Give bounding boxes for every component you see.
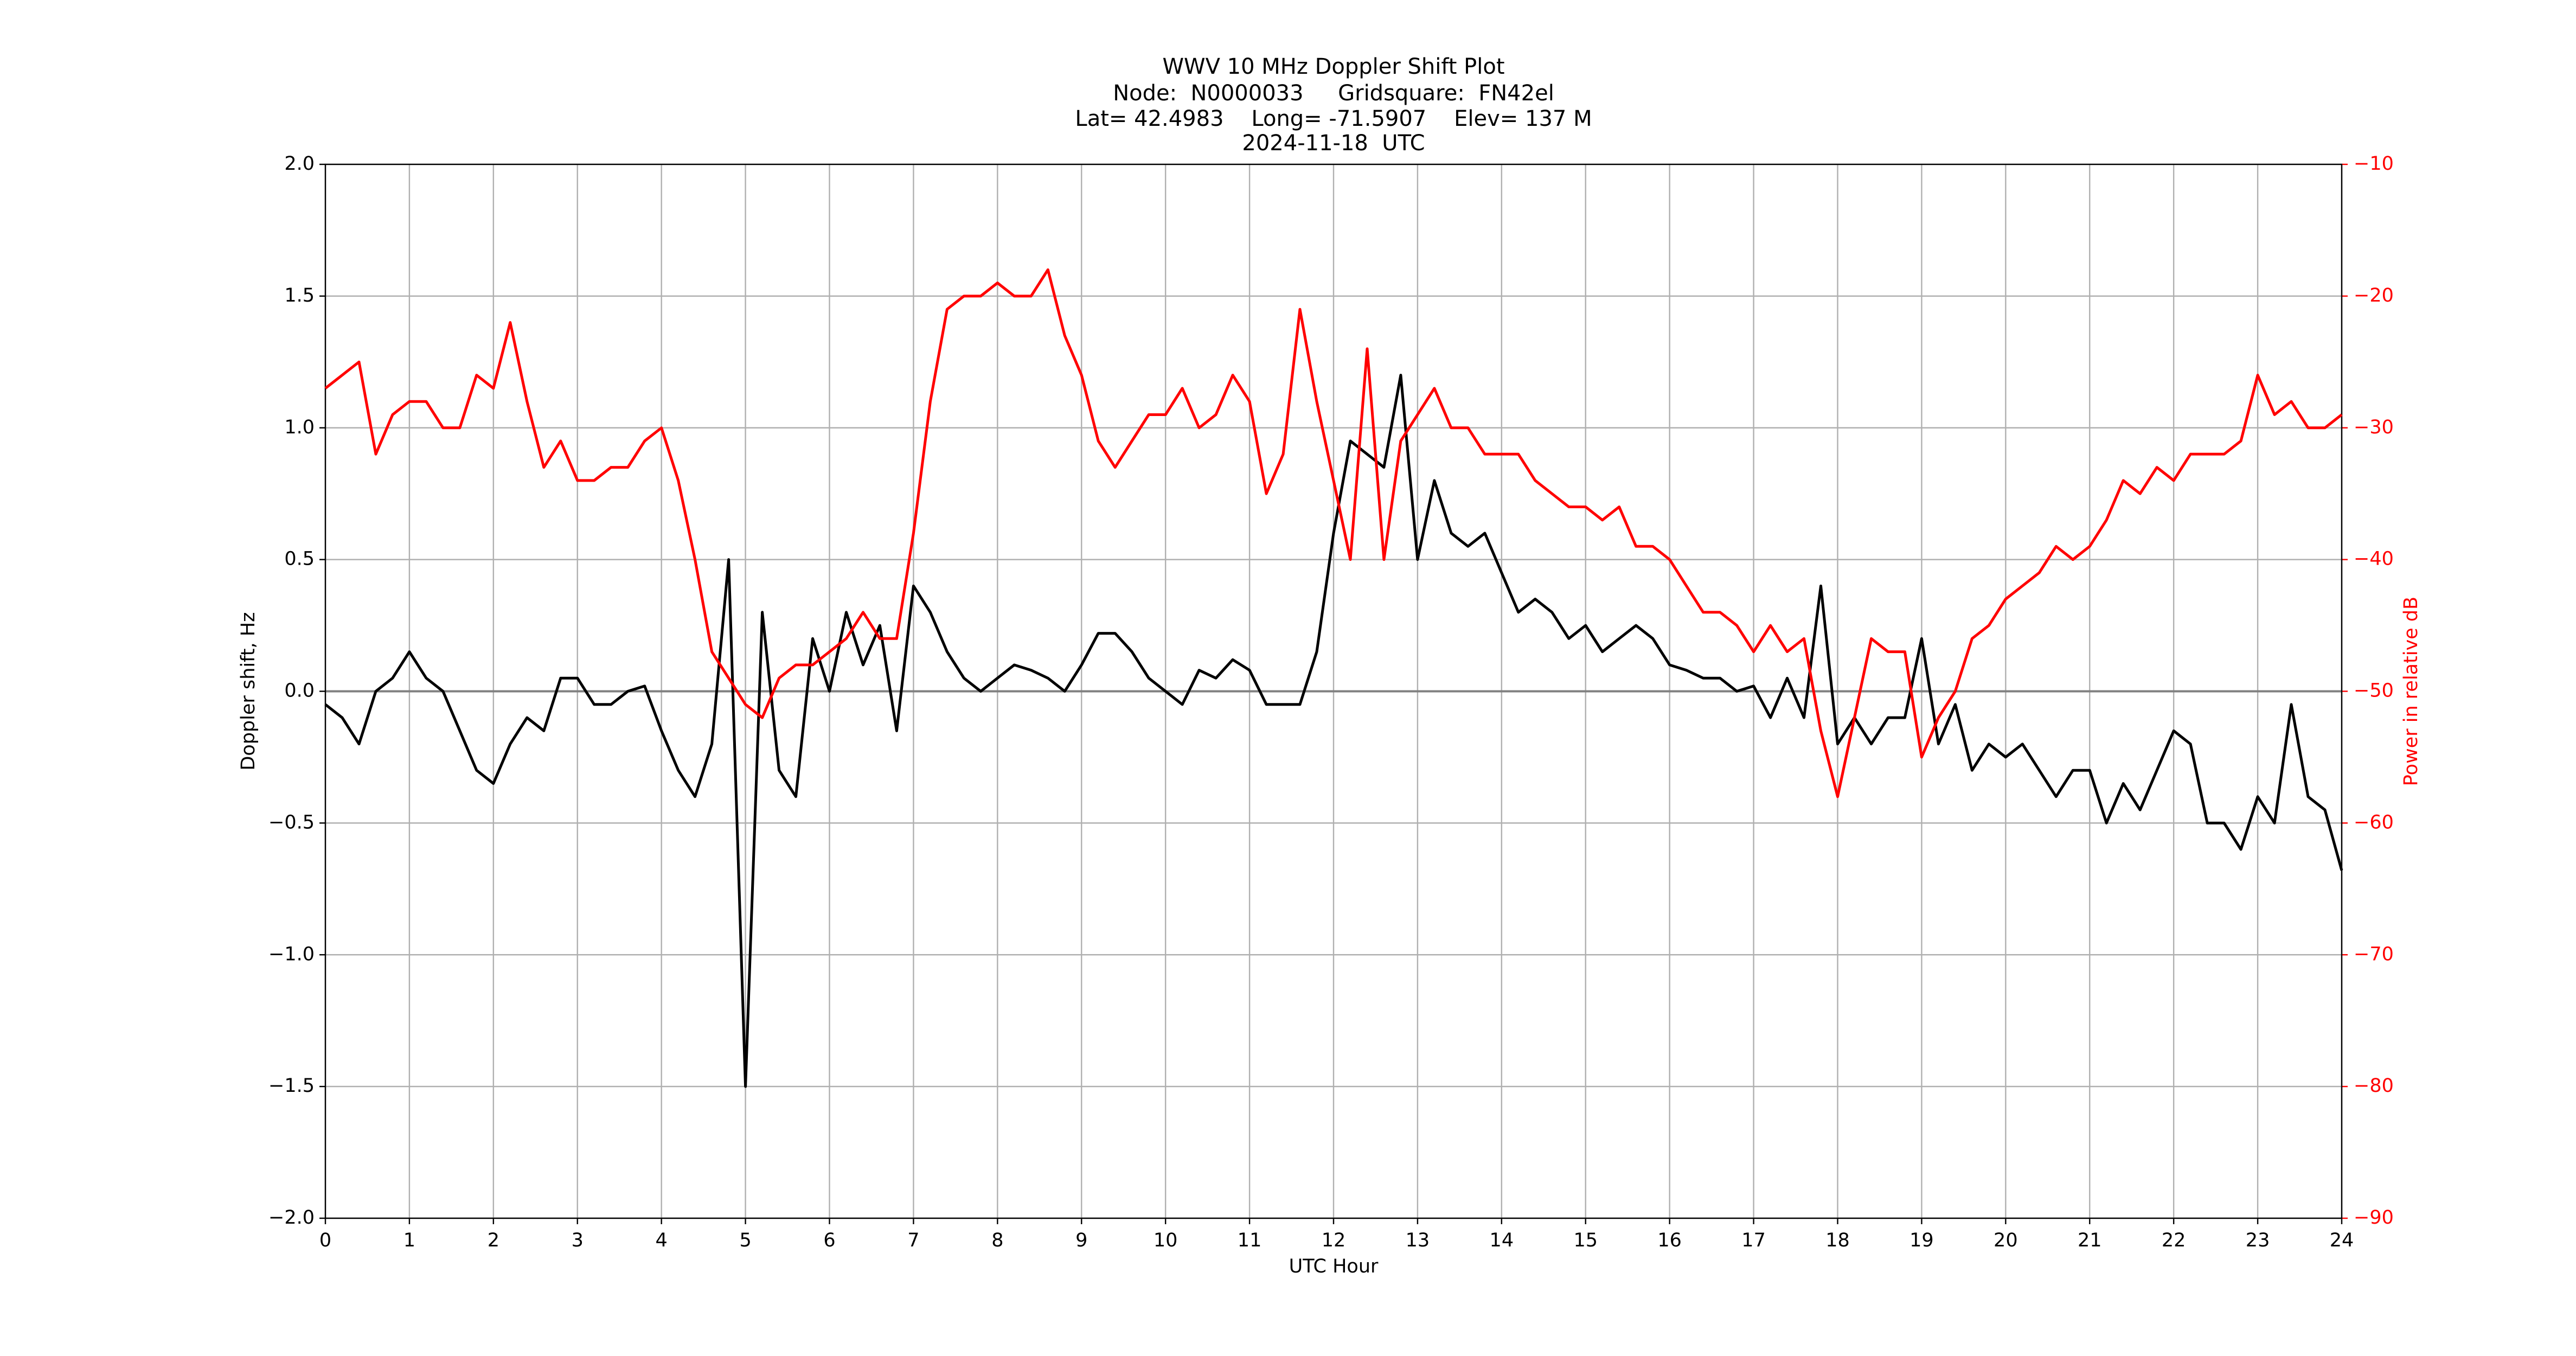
x-tick-label: 23 [2246,1230,2270,1251]
x-tick-label: 19 [1909,1230,1934,1251]
y-tick-label: −1.5 [268,1075,315,1097]
x-axis-label: UTC Hour [1289,1256,1379,1277]
y-axis-label: Doppler shift, Hz [238,612,259,770]
y-tick-label: 0.0 [284,680,315,702]
x-tick-label: 1 [403,1230,415,1251]
chart-title: Node: N0000033 Gridsquare: FN42el [1113,81,1554,106]
chart-title: Lat= 42.4983 Long= -71.5907 Elev= 137 M [1075,106,1592,131]
y2-tick-label: −70 [2354,943,2394,965]
x-tick-label: 11 [1238,1230,1262,1251]
y-tick-label: −1.0 [268,943,315,965]
x-tick-label: 5 [739,1230,751,1251]
x-tick-label: 18 [1825,1230,1850,1251]
y2-tick-label: −60 [2354,811,2394,833]
chart-title: 2024-11-18 UTC [1242,131,1425,156]
y-tick-label: 1.0 [284,417,315,438]
y-tick-label: 0.5 [284,548,315,570]
x-tick-label: 3 [572,1230,584,1251]
x-tick-label: 12 [1322,1230,1346,1251]
y-tick-label: −2.0 [268,1207,315,1229]
y2-tick-label: −50 [2354,680,2394,702]
plot-frame [324,163,2343,1219]
y2-tick-label: −90 [2354,1207,2394,1229]
x-tick-label: 20 [1994,1230,2018,1251]
x-tick-label: 8 [991,1230,1003,1251]
x-tick-label: 13 [1406,1230,1430,1251]
x-tick-label: 10 [1154,1230,1178,1251]
y2-tick-label: −40 [2354,548,2394,570]
y2-tick-label: −10 [2354,153,2394,175]
chart-title: WWV 10 MHz Doppler Shift Plot [1162,54,1504,79]
x-tick-label: 21 [2078,1230,2102,1251]
x-tick-label: 4 [656,1230,668,1251]
y-tick-label: −0.5 [268,811,315,833]
data-line [324,374,2343,1088]
x-tick-label: 2 [488,1230,499,1251]
x-tick-label: 14 [1490,1230,1514,1251]
y-tick-label: 1.5 [284,285,315,306]
y2-tick-label: −20 [2354,285,2394,306]
x-tick-label: 15 [1573,1230,1598,1251]
x-tick-label: 17 [1741,1230,1766,1251]
y-tick-label: 2.0 [284,153,315,175]
y2-tick-label: −80 [2354,1075,2394,1097]
x-tick-label: 16 [1657,1230,1682,1251]
x-tick-label: 24 [2330,1230,2354,1251]
data-line [324,268,2343,798]
x-tick-label: 9 [1075,1230,1087,1251]
x-tick-label: 0 [319,1230,331,1251]
x-tick-label: 6 [823,1230,835,1251]
x-tick-label: 7 [907,1230,919,1251]
x-tick-label: 22 [2162,1230,2186,1251]
y2-axis-label: Power in relative dB [2400,597,2422,786]
y2-tick-label: −30 [2354,417,2394,438]
